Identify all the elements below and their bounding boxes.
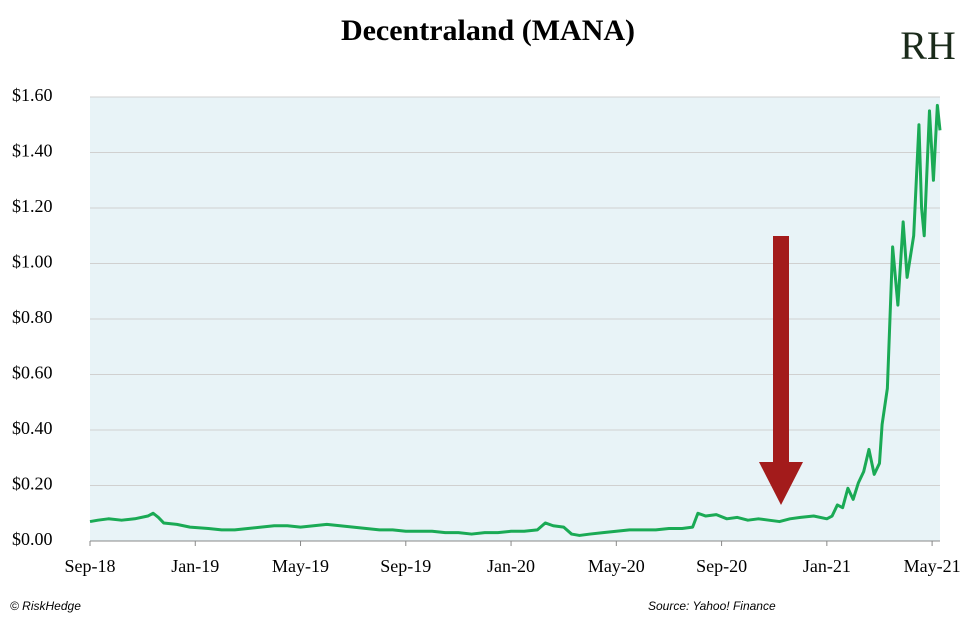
y-tick-label: $0.40 — [12, 418, 53, 438]
y-tick-label: $1.00 — [12, 252, 53, 272]
x-tick-label: Jan-19 — [171, 556, 219, 576]
y-tick-label: $0.00 — [12, 529, 53, 549]
x-tick-label: Jan-20 — [487, 556, 535, 576]
credit: © RiskHedge — [10, 599, 81, 613]
source: Source: Yahoo! Finance — [648, 599, 776, 613]
price-line — [89, 103, 942, 537]
x-tick-label: May-21 — [904, 556, 961, 576]
y-tick-label: $1.60 — [12, 85, 53, 105]
logo: RH — [900, 23, 956, 68]
x-tick-label: Jan-21 — [803, 556, 851, 576]
y-tick-label: $1.40 — [12, 141, 53, 161]
x-tick-label: May-19 — [272, 556, 329, 576]
y-tick-label: $1.20 — [12, 196, 53, 216]
y-tick-label: $0.60 — [12, 363, 53, 383]
x-tick-label: May-20 — [588, 556, 645, 576]
x-tick-label: Sep-18 — [65, 556, 116, 576]
chart-title: Decentraland (MANA) — [341, 14, 635, 47]
arrow — [759, 236, 803, 505]
y-tick-label: $0.80 — [12, 307, 53, 327]
x-tick-label: Sep-20 — [696, 556, 747, 576]
x-tick-label: Sep-19 — [380, 556, 431, 576]
y-tick-label: $0.20 — [12, 474, 53, 494]
